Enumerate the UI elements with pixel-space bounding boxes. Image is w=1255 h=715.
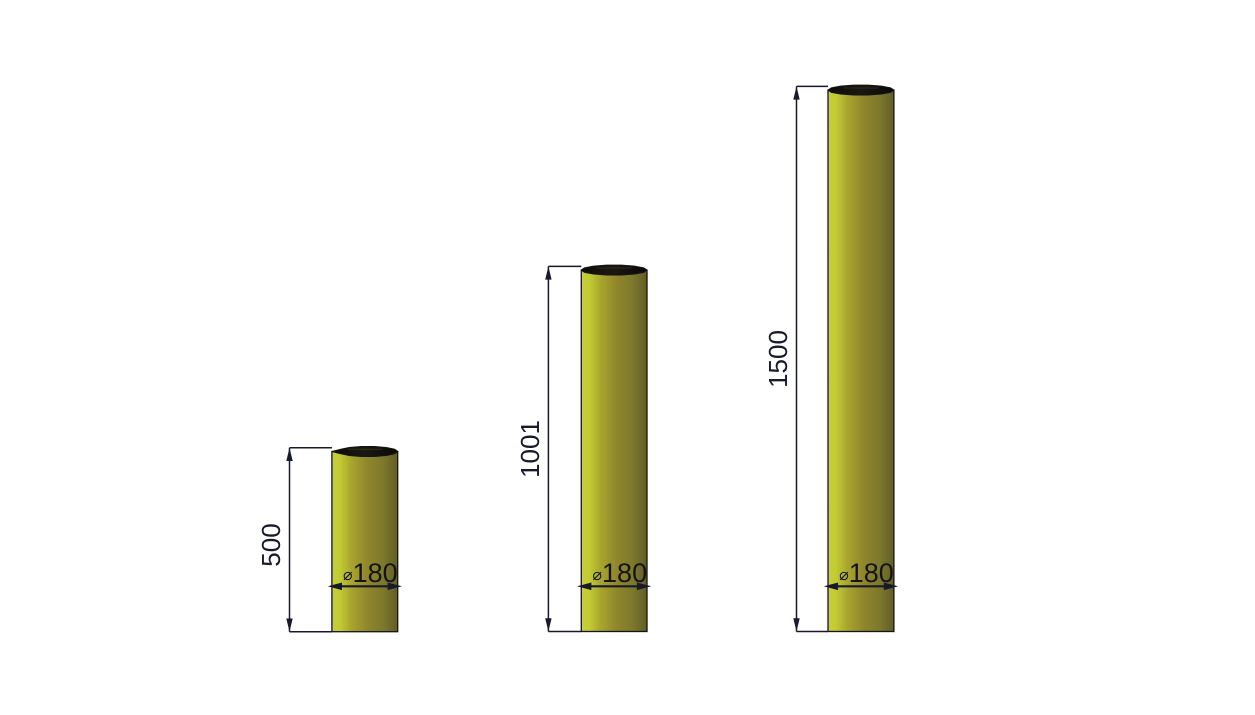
svg-text:1001: 1001 — [515, 420, 545, 478]
svg-text:1500: 1500 — [763, 330, 793, 388]
svg-text:500: 500 — [256, 523, 286, 566]
